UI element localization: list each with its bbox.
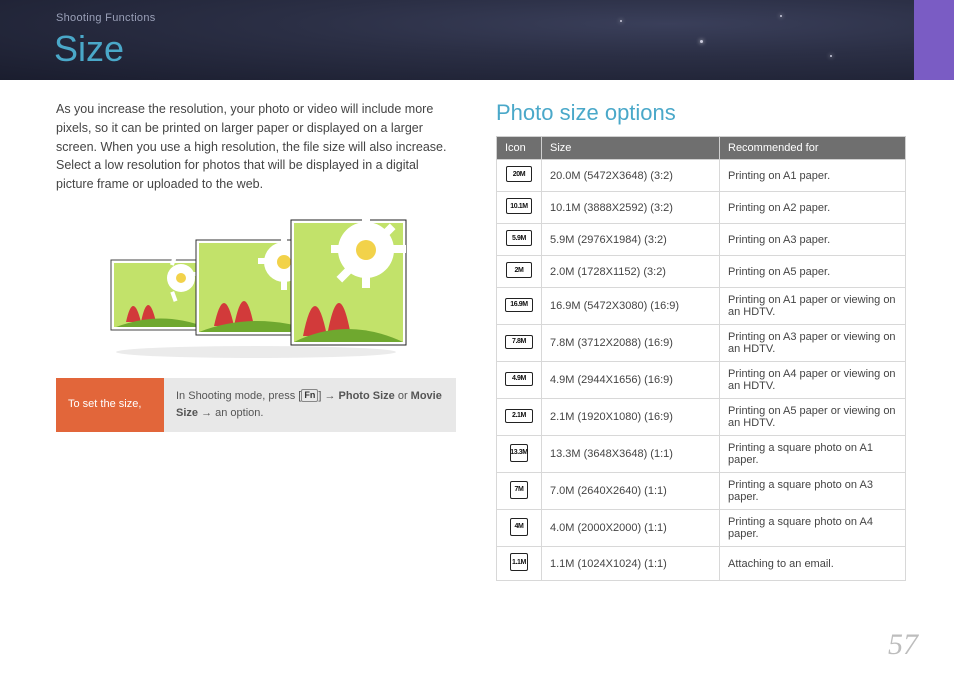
cell-rec: Printing on A1 paper or viewing on an HD… [720,288,906,325]
size-icon [506,230,532,246]
cell-icon [497,547,542,581]
cell-rec: Printing a square photo on A1 paper. [720,436,906,473]
breadcrumb: Shooting Functions [56,12,156,24]
table-row: 16.9M (5472X3080) (16:9)Printing on A1 p… [497,288,906,325]
cell-icon [497,192,542,224]
page-title: Size [54,28,124,70]
right-column: Photo size options Icon Size Recommended… [496,100,906,581]
cell-rec: Printing a square photo on A4 paper. [720,510,906,547]
cell-rec: Printing on A5 paper. [720,256,906,288]
table-row: 10.1M (3888X2592) (3:2)Printing on A2 pa… [497,192,906,224]
fn-key-icon: Fn [301,389,318,402]
cell-size: 7.8M (3712X2088) (16:9) [542,325,720,362]
cell-icon [497,362,542,399]
th-size: Size [542,137,720,160]
tip-label: To set the size, [56,378,164,432]
table-row: 2.1M (1920X1080) (16:9)Printing on A5 pa… [497,399,906,436]
th-rec: Recommended for [720,137,906,160]
cell-size: 2.1M (1920X1080) (16:9) [542,399,720,436]
tip-box: To set the size, In Shooting mode, press… [56,378,456,432]
cell-size: 4.0M (2000X2000) (1:1) [542,510,720,547]
page-number: 57 [888,628,918,662]
table-row: 13.3M (3648X3648) (1:1)Printing a square… [497,436,906,473]
table-row: 2.0M (1728X1152) (3:2)Printing on A5 pap… [497,256,906,288]
size-icon [506,166,532,182]
cell-rec: Printing on A1 paper. [720,160,906,192]
table-row: 4.0M (2000X2000) (1:1)Printing a square … [497,510,906,547]
cell-rec: Printing a square photo on A3 paper. [720,473,906,510]
size-icon [510,481,528,499]
intro-text: As you increase the resolution, your pho… [56,100,456,194]
cell-icon [497,473,542,510]
size-icon [506,198,532,214]
photo-size-table: Icon Size Recommended for 20.0M (5472X36… [496,136,906,581]
cell-size: 16.9M (5472X3080) (16:9) [542,288,720,325]
size-icon [505,298,533,312]
table-row: 5.9M (2976X1984) (3:2)Printing on A3 pap… [497,224,906,256]
cell-size: 4.9M (2944X1656) (16:9) [542,362,720,399]
size-icon [510,553,528,571]
cell-size: 2.0M (1728X1152) (3:2) [542,256,720,288]
th-icon: Icon [497,137,542,160]
cell-size: 13.3M (3648X3648) (1:1) [542,436,720,473]
size-icon [505,372,533,386]
size-icon [505,335,533,349]
size-icon [505,409,533,423]
cell-icon [497,288,542,325]
cell-icon [497,399,542,436]
section-heading: Photo size options [496,100,906,126]
table-row: 1.1M (1024X1024) (1:1)Attaching to an em… [497,547,906,581]
cell-size: 1.1M (1024X1024) (1:1) [542,547,720,581]
cell-icon [497,436,542,473]
left-column: As you increase the resolution, your pho… [56,100,456,581]
table-row: 4.9M (2944X1656) (16:9)Printing on A4 pa… [497,362,906,399]
cell-rec: Printing on A5 paper or viewing on an HD… [720,399,906,436]
table-row: 7.8M (3712X2088) (16:9)Printing on A3 pa… [497,325,906,362]
size-icon [510,518,528,536]
cell-size: 7.0M (2640X2640) (1:1) [542,473,720,510]
size-icon [506,262,532,278]
cell-icon [497,256,542,288]
cell-rec: Printing on A3 paper. [720,224,906,256]
size-icon [510,444,528,462]
size-illustration [56,210,456,360]
cell-rec: Attaching to an email. [720,547,906,581]
table-row: 7.0M (2640X2640) (1:1)Printing a square … [497,473,906,510]
tip-instruction: In Shooting mode, press [Fn] → Photo Siz… [164,378,456,432]
cell-rec: Printing on A3 paper or viewing on an HD… [720,325,906,362]
cell-size: 5.9M (2976X1984) (3:2) [542,224,720,256]
cell-icon [497,325,542,362]
cell-icon [497,224,542,256]
cell-icon [497,510,542,547]
table-row: 20.0M (5472X3648) (3:2)Printing on A1 pa… [497,160,906,192]
cell-size: 10.1M (3888X2592) (3:2) [542,192,720,224]
cell-icon [497,160,542,192]
cell-rec: Printing on A4 paper or viewing on an HD… [720,362,906,399]
cell-size: 20.0M (5472X3648) (3:2) [542,160,720,192]
cell-rec: Printing on A2 paper. [720,192,906,224]
